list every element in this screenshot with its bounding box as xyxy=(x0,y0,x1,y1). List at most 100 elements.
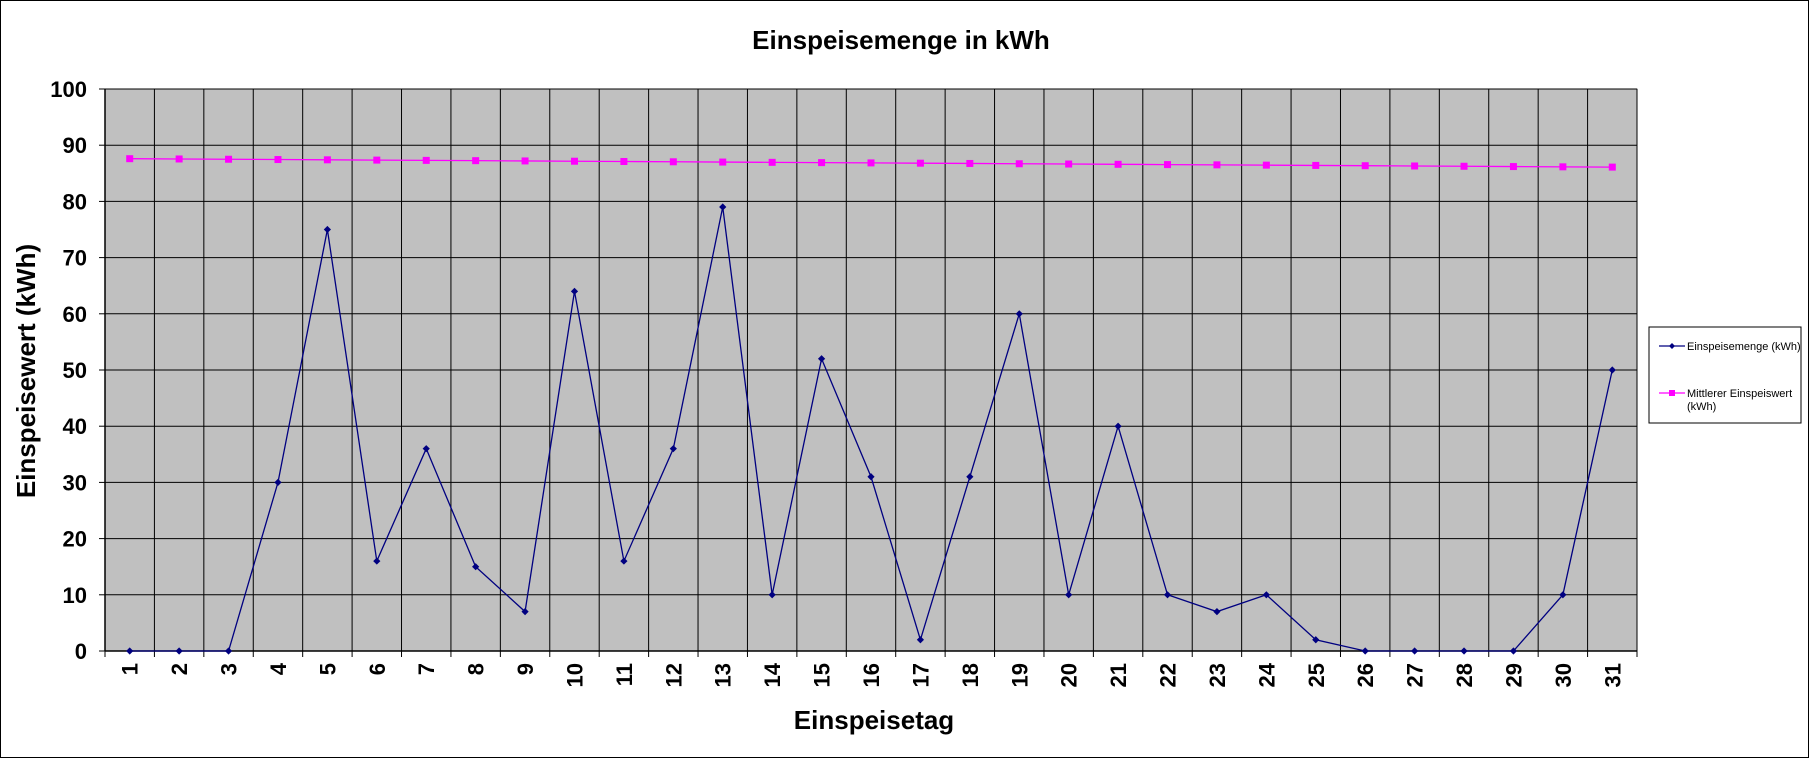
data-point xyxy=(966,473,974,481)
x-tick-label: 2 xyxy=(167,663,192,675)
y-tick-label: 80 xyxy=(63,189,87,214)
x-tick-label: 17 xyxy=(908,663,933,687)
data-point xyxy=(620,157,628,165)
data-point xyxy=(373,156,381,164)
x-tick-label: 28 xyxy=(1452,663,1477,687)
data-point xyxy=(1163,591,1172,599)
x-axis-ticks: 1 2 3 4 5 6 7 8 9 10 11 12 13 14 15 16 17 18 19 20 21 22 23 24 2… xyxy=(104,650,1638,687)
x-tick-label: 1 xyxy=(118,663,143,675)
y-tick-label: 0 xyxy=(75,639,87,664)
x-tick-label: 31 xyxy=(1600,663,1625,687)
data-point xyxy=(669,158,677,166)
data-point xyxy=(1213,161,1221,169)
y-axis-title: Einspeisewert (kWh) xyxy=(11,244,41,498)
data-point xyxy=(867,159,875,167)
data-point xyxy=(867,473,875,481)
data-point xyxy=(570,287,579,295)
data-point xyxy=(1460,162,1468,170)
x-tick-label: 10 xyxy=(562,663,587,687)
x-tick-label: 29 xyxy=(1501,663,1526,687)
data-point xyxy=(1361,647,1369,655)
data-point xyxy=(1114,160,1122,168)
data-point xyxy=(422,156,430,164)
y-tick-label: 10 xyxy=(63,583,87,608)
data-point xyxy=(373,557,381,565)
data-point xyxy=(669,445,677,453)
y-tick-label: 40 xyxy=(63,414,87,439)
data-point xyxy=(224,647,233,655)
data-point xyxy=(1312,161,1320,169)
data-point xyxy=(422,445,430,453)
data-point xyxy=(521,157,529,165)
data-point xyxy=(472,157,480,165)
x-tick-label: 22 xyxy=(1156,663,1181,687)
x-tick-label: 19 xyxy=(1007,663,1032,687)
data-point xyxy=(1559,591,1567,599)
x-tick-label: 24 xyxy=(1254,662,1279,687)
data-point xyxy=(472,563,480,571)
data-point xyxy=(817,355,826,363)
data-point xyxy=(1065,591,1073,599)
data-point xyxy=(818,159,826,167)
data-point xyxy=(916,159,924,167)
legend-label: Mittlerer Einspeiswert xyxy=(1687,388,1792,400)
x-tick-label: 23 xyxy=(1205,663,1230,687)
legend-box xyxy=(1648,326,1802,424)
x-tick-label: 20 xyxy=(1057,663,1082,687)
data-point xyxy=(1213,608,1221,616)
data-point xyxy=(1460,647,1468,655)
x-tick-label: 27 xyxy=(1403,663,1428,687)
series-mittlerer-einspeiswert xyxy=(126,155,1616,171)
data-point xyxy=(126,647,134,655)
x-tick-label: 18 xyxy=(958,663,983,687)
data-point xyxy=(175,155,183,163)
legend-marker xyxy=(1669,390,1675,396)
data-point xyxy=(1114,422,1122,430)
data-point xyxy=(1411,647,1419,655)
x-tick-label: 26 xyxy=(1353,663,1378,687)
data-point xyxy=(225,155,233,163)
y-tick-label: 60 xyxy=(63,302,87,327)
x-tick-label: 9 xyxy=(513,663,538,675)
data-point xyxy=(1411,162,1419,170)
data-point xyxy=(1608,366,1616,374)
data-point xyxy=(1065,160,1073,168)
data-point xyxy=(570,157,578,165)
x-tick-label: 11 xyxy=(612,663,637,686)
series-einspeisemenge xyxy=(126,203,1616,655)
y-axis-ticks: 0 10 20 30 40 50 60 70 80 90 100 xyxy=(50,77,106,664)
series-group xyxy=(126,155,1616,655)
data-point xyxy=(1608,163,1616,171)
x-tick-label: 12 xyxy=(661,663,686,687)
data-point xyxy=(126,155,134,163)
data-point xyxy=(719,203,727,211)
x-tick-label: 25 xyxy=(1304,663,1329,687)
y-tick-label: 50 xyxy=(63,358,87,383)
legend-marker xyxy=(1669,343,1675,349)
x-tick-label: 30 xyxy=(1551,663,1576,687)
data-point xyxy=(768,158,776,166)
data-point xyxy=(274,156,282,164)
data-point xyxy=(323,225,331,234)
chart-title: Einspeisemenge in kWh xyxy=(752,25,1050,55)
x-tick-label: 4 xyxy=(266,662,291,675)
legend-label: Einspeisemenge (kWh) xyxy=(1687,341,1801,353)
y-tick-label: 20 xyxy=(63,527,87,552)
data-point xyxy=(323,156,331,164)
legend-label: (kWh) xyxy=(1687,401,1716,413)
x-tick-label: 7 xyxy=(414,663,439,675)
data-point xyxy=(175,647,183,655)
data-point xyxy=(1312,636,1320,644)
x-axis-title: Einspeisetag xyxy=(794,705,954,735)
data-point xyxy=(1262,591,1270,599)
x-tick-label: 8 xyxy=(464,663,489,675)
data-point xyxy=(521,608,529,616)
data-point xyxy=(768,591,776,599)
y-tick-label: 90 xyxy=(63,133,87,158)
data-point xyxy=(966,159,974,167)
x-tick-label: 3 xyxy=(217,663,242,675)
x-tick-label: 14 xyxy=(760,662,785,687)
y-tick-label: 30 xyxy=(63,470,87,495)
